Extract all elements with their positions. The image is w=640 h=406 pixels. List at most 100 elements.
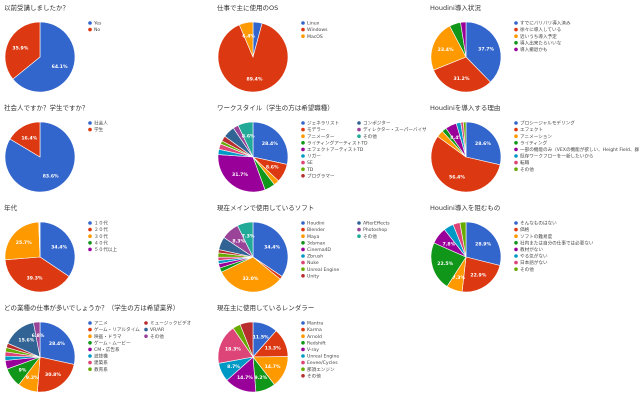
chart-title: どの業種の仕事が多いでしょうか？（学生の方は希望業界）: [4, 304, 180, 312]
legend-entry: ミュージックビデオ: [150, 320, 192, 327]
legend-swatch: [301, 360, 305, 365]
legend-swatch: [514, 21, 518, 25]
chart-title: Houdiniを導入する理由: [430, 104, 501, 112]
pie-chart: 28.4% 8.6% 31.7% 8.6% ジェネラリストモデラーアニメーターライティン…: [217, 120, 426, 193]
legend-entry: そんなものはない: [520, 220, 557, 227]
legend-swatch: [357, 234, 361, 238]
legend-swatch: [301, 121, 305, 125]
chart-panel: Houdiniを導入する理由 28.6% 56.4% 8.4% プロシージャルモデリン…: [426, 100, 639, 200]
slice-label: 6.8%: [32, 333, 45, 339]
legend-swatch: [301, 327, 305, 332]
legend-swatch: [301, 27, 305, 32]
legend-entry: 一部の機能のみ（VEXの機能が欲しい、Height Field、群衆、ターゲット…: [520, 146, 639, 153]
legend-entry: ５０代以上: [94, 246, 117, 253]
legend-swatch: [514, 267, 518, 271]
pie-slice: [465, 121, 502, 166]
pie-slice: [461, 256, 501, 293]
legend-swatch: [357, 127, 361, 132]
legend-entry: Nuke: [307, 260, 319, 266]
legend-entry: プロシージャルモデリング: [520, 120, 575, 127]
legend-swatch: [88, 247, 92, 252]
legend-entry: その他: [307, 372, 321, 379]
legend-entry: 日本語がない: [520, 259, 548, 266]
legend-swatch: [301, 321, 305, 325]
legend-swatch: [301, 274, 305, 278]
legend-swatch: [144, 327, 148, 332]
legend-entry: １０代: [94, 220, 108, 227]
legend-entry: Zbrush: [307, 254, 323, 260]
pie-slice: [459, 221, 467, 258]
slice-label: 39.3%: [27, 276, 43, 282]
chart-title: ワークスタイル（学生の方は希望職種）: [217, 104, 334, 112]
slice-label: 37.7%: [478, 46, 494, 52]
legend-entry: V-ray: [307, 347, 319, 353]
chart-panel: 現在メインで使用しているソフト 34.4% 32.0% 8.3% 7.3% Houdin…: [213, 200, 426, 300]
legend-swatch: [301, 267, 305, 271]
slice-label: 89.4%: [247, 76, 263, 82]
legend-swatch: [514, 167, 518, 171]
slice-label: 14.7%: [265, 364, 281, 370]
pie-slice: [217, 154, 266, 193]
slice-label: 22.9%: [470, 272, 486, 278]
slice-label: 28.9%: [475, 241, 491, 247]
legend-swatch: [514, 121, 518, 125]
legend-entry: Blender: [307, 227, 325, 233]
legend-swatch: [301, 341, 305, 345]
legend-entry: Karma: [307, 327, 322, 333]
legend-swatch: [301, 234, 305, 238]
slice-label: 9.2%: [26, 375, 39, 381]
legend-entry: 学生: [94, 126, 104, 133]
legend-swatch: [514, 47, 518, 52]
legend-entry: その他: [150, 333, 164, 340]
chart-panel: 以前受講しましたか？ 64.1% 35.9% Yes No: [0, 0, 213, 100]
legend-entry: ゲーム・ムービー: [94, 339, 131, 346]
legend-swatch: [301, 247, 305, 252]
slice-label: 28.6%: [475, 141, 491, 147]
chart-title: 現在主に使用しているレンダラー: [217, 304, 315, 312]
legend-swatch: [357, 121, 361, 125]
legend-entry: コンポジター: [363, 120, 391, 127]
legend-entry: 社会人: [94, 120, 108, 127]
legend-swatch: [88, 367, 92, 371]
legend-entry: 価格: [520, 226, 530, 233]
legend-entry: 教育系: [94, 366, 108, 373]
pie-slice: [39, 221, 76, 277]
slice-label: 11.5%: [253, 334, 269, 340]
pie-slice: [463, 121, 467, 158]
pie-slice: [465, 221, 502, 266]
slice-label: 35.9%: [12, 45, 28, 51]
slice-label: 16.4%: [21, 136, 37, 142]
legend-swatch: [301, 367, 305, 371]
pie-chart: 28.9% 22.9% 7.3% 22.5% 7.8% そんなものはない価格ソフトの難易度…: [430, 220, 594, 293]
legend-entry: 導入撤退かも: [520, 46, 548, 53]
legend-swatch: [514, 241, 518, 245]
legend-swatch: [301, 167, 305, 171]
pie-chart: 37.7% 31.2% 23.4% すでにバリバリ導入済み徐々に導入している近いうち導…: [430, 20, 571, 93]
legend-entry: Unity: [307, 273, 319, 279]
slice-label: 14.7%: [237, 375, 253, 381]
slice-label: 7.8%: [442, 241, 455, 247]
legend-entry: 社内または自分の仕事では必要ない: [520, 239, 594, 246]
pie-slice: [9, 121, 41, 158]
legend-entry: ディレクター・スーパーバイザー（CG作業無し、現在の仕事を少しで自分の作業あり）: [363, 126, 426, 133]
chart-panel: Houdini導入状況 37.7% 31.2% 23.4% すでにバリバリ導入済み 徐々…: [426, 0, 639, 100]
legend-entry: エフェクトアーティストTD: [307, 147, 364, 153]
legend-swatch: [514, 34, 518, 38]
legend-swatch: [301, 154, 305, 158]
legend-entry: 既存ワークフローを一新したいから: [520, 153, 594, 160]
legend-entry: すでにバリバリ導入済み: [520, 20, 571, 27]
legend-entry: CM・広告系: [94, 346, 120, 353]
legend-entry: Arnold: [307, 334, 322, 340]
chart-panel: Houdini導入を阻むもの 28.9% 22.9% 7.3% 22.5% 7.8% そん…: [426, 200, 639, 300]
slice-label: 8.6%: [242, 133, 255, 139]
legend-swatch: [301, 174, 305, 178]
chart-title: 現在メインで使用しているソフト: [217, 204, 315, 212]
legend-swatch: [514, 160, 518, 165]
pie-slice: [239, 321, 254, 358]
legend-swatch: [357, 134, 361, 138]
pie-slice: [33, 321, 41, 358]
legend-entry: ４０代: [94, 239, 108, 246]
pie-chart: 34.4% 32.0% 8.3%7.3% HoudiniBlenderMaya3dsm…: [217, 221, 390, 293]
slice-label: 31.2%: [454, 76, 470, 82]
